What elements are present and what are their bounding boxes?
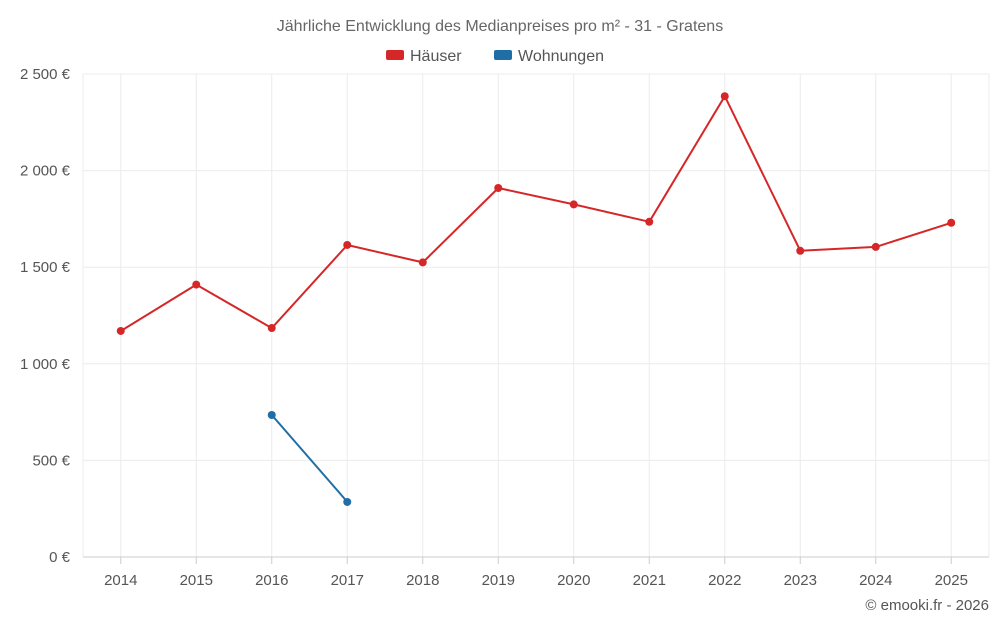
x-tick-label: 2016: [255, 572, 288, 589]
x-tick-label: 2017: [331, 572, 364, 589]
x-tick-label: 2022: [708, 572, 741, 589]
data-point-h-user: [871, 242, 880, 251]
y-tick-label: 1 500 €: [20, 259, 71, 276]
data-point-h-user: [343, 240, 352, 249]
x-tick-label: 2021: [633, 572, 666, 589]
y-tick-label: 2 000 €: [20, 163, 71, 180]
x-tick-label: 2023: [784, 572, 817, 589]
credit-text: © emooki.fr - 2026: [865, 597, 989, 614]
legend-label: Häuser: [410, 48, 462, 65]
x-tick-label: 2025: [935, 572, 968, 589]
series-line-h-user: [120, 95, 952, 332]
legend-item-wohnungen: Wohnungen: [494, 48, 604, 65]
legend-item-h-user: Häuser: [386, 48, 462, 65]
data-point-h-user: [569, 200, 578, 209]
data-point-h-user: [720, 92, 729, 101]
legend-label: Wohnungen: [518, 48, 604, 65]
data-point-wohnungen: [343, 497, 352, 506]
data-point-h-user: [116, 326, 125, 335]
series-layer: [116, 92, 956, 506]
x-tick-label: 2014: [104, 572, 137, 589]
x-tick-label: 2015: [180, 572, 213, 589]
y-tick-label: 0 €: [49, 549, 71, 566]
data-point-h-user: [645, 217, 654, 226]
x-tick-label: 2018: [406, 572, 439, 589]
y-tick-label: 2 500 €: [20, 66, 71, 83]
data-point-h-user: [267, 324, 276, 333]
data-point-wohnungen: [267, 410, 276, 419]
x-tick-label: 2019: [482, 572, 515, 589]
series-line-wohnungen: [271, 414, 349, 503]
legend: Häuser Wohnungen: [386, 48, 604, 65]
legend-swatch: [386, 50, 404, 60]
data-point-h-user: [947, 218, 956, 227]
x-tick-label: 2020: [557, 572, 590, 589]
data-point-h-user: [494, 183, 503, 192]
legend-swatch: [494, 50, 512, 60]
chart-title: Jährliche Entwicklung des Medianpreises …: [277, 18, 723, 35]
data-point-h-user: [796, 246, 805, 255]
data-point-h-user: [418, 258, 427, 267]
y-tick-label: 1 000 €: [20, 356, 71, 373]
y-tick-label: 500 €: [32, 452, 70, 469]
x-tick-label: 2024: [859, 572, 892, 589]
data-point-h-user: [192, 280, 201, 289]
grid: [82, 73, 990, 557]
axes: 0 € 500 € 1 000 € 1 500 € 2 000 € 2 500 € 2014…: [20, 66, 989, 589]
